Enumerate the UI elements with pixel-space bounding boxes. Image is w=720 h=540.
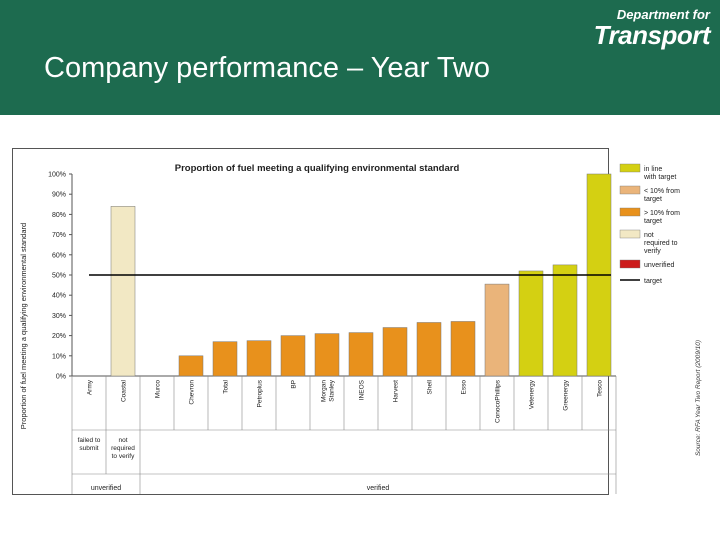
logo-department-text: Department for [616, 7, 710, 22]
x-tick-label: Murco [155, 380, 162, 398]
group-sublabel-not-required: to verify [112, 453, 136, 460]
group-label-verified: verified [367, 485, 390, 492]
bar [110, 206, 136, 377]
bar [314, 333, 340, 377]
chart-svg: Proportion of fuel meeting a qualifying … [12, 148, 702, 495]
group-sublabel-not-required: not [118, 437, 127, 444]
x-tick-label: Petroplus [257, 379, 264, 407]
x-tick-label: Shell [427, 379, 434, 394]
x-tick-label: BP [291, 380, 298, 389]
group-label-unverified: unverified [91, 485, 121, 492]
bar [518, 270, 544, 377]
title-bar: Company performance – Year Two Departmen… [0, 0, 720, 115]
dft-logo: Department for Transport [593, 7, 711, 50]
chart-container: Proportion of fuel meeting a qualifying … [12, 148, 709, 496]
legend-label: in line [644, 166, 662, 173]
legend-label: < 10% from [644, 188, 680, 195]
y-tick-label: 20% [52, 333, 66, 340]
y-tick-label: 70% [52, 232, 66, 239]
legend-swatch [619, 163, 641, 173]
y-tick-label: 0% [56, 374, 66, 381]
bar [212, 341, 238, 377]
legend-label: unverified [644, 262, 674, 269]
x-tick-label: Coastal [121, 379, 128, 402]
chart-title: Proportion of fuel meeting a qualifying … [175, 163, 460, 174]
bar [246, 340, 272, 377]
bar [348, 332, 374, 377]
bar [382, 327, 408, 377]
x-tick-label: Morgan [321, 380, 328, 402]
group-sublabel-failed: submit [79, 445, 98, 452]
y-tick-label: 80% [52, 212, 66, 219]
y-tick-label: 10% [52, 353, 66, 360]
y-tick-label: 60% [52, 252, 66, 259]
source-note: Source: RFA Year Two Report (2009/10) [695, 340, 702, 456]
group-sublabel-not-required: required [111, 445, 135, 452]
bar [484, 283, 510, 377]
bar [450, 321, 476, 377]
y-tick-label: 100% [48, 172, 66, 179]
logo-transport-text: Transport [593, 20, 711, 50]
legend-label: verify [644, 248, 661, 255]
bar [416, 322, 442, 377]
legend-swatch [619, 207, 641, 217]
y-tick-label: 90% [52, 192, 66, 199]
y-tick-label: 30% [52, 313, 66, 320]
x-tick-label: INEOS [359, 379, 366, 400]
legend-label: > 10% from [644, 210, 680, 217]
y-axis-label: Proportion of fuel meeting a qualifying … [19, 223, 28, 429]
x-tick-label: Chevron [189, 380, 196, 405]
group-sublabel-failed: failed to [78, 437, 101, 444]
x-tick-label: Vetenergy [529, 379, 536, 409]
y-tick-label: 40% [52, 293, 66, 300]
legend-label: with target [643, 174, 676, 181]
x-tick-label: Stanley [329, 379, 336, 401]
x-tick-label: Total [223, 379, 230, 393]
x-tick-label: ConocoPhillips [495, 379, 502, 423]
legend-label: target [644, 196, 662, 203]
x-tick-label: Harvest [393, 380, 400, 403]
legend-label: target [644, 218, 662, 225]
x-tick-label: Tesco [597, 380, 604, 397]
legend-swatch [619, 259, 641, 269]
legend-label: not [644, 232, 654, 239]
y-tick-label: 50% [52, 273, 66, 280]
x-tick-label: Greenergy [563, 379, 570, 410]
legend-swatch [619, 229, 641, 239]
bar [280, 335, 306, 377]
slide-title: Company performance – Year Two [44, 52, 491, 84]
x-tick-label: Army [87, 379, 94, 395]
legend-swatch [619, 185, 641, 195]
legend-label: required to [644, 240, 678, 247]
x-tick-label: Esso [461, 380, 468, 395]
bar [552, 264, 578, 377]
legend-label: target [644, 278, 662, 285]
bar [178, 355, 204, 377]
